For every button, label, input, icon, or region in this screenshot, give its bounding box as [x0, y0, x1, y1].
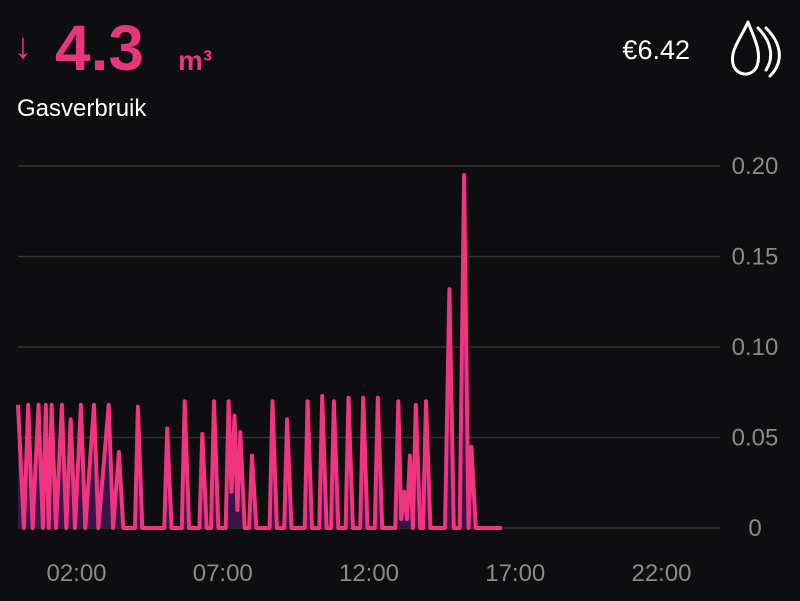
x-tick-label: 17:00 — [485, 560, 545, 587]
y-tick-label: 0.10 — [732, 334, 779, 361]
y-tick-label: 0.15 — [732, 244, 779, 271]
plot: 0 0.05 0.10 0.15 0.20 02:00 07:00 12:00 17:00 22:… — [16, 153, 779, 587]
y-tick-label: 0.05 — [732, 425, 779, 452]
label: Gasverbruik — [17, 95, 147, 122]
x-tick-label: 07:00 — [193, 560, 253, 587]
cost: €6.42 — [622, 35, 690, 65]
x-tick-label: 12:00 — [339, 560, 399, 587]
y-tick-label: 0 — [748, 515, 761, 542]
x-tick-label: 22:00 — [631, 560, 691, 587]
x-tick-label: 02:00 — [46, 560, 106, 587]
flame-icon — [730, 20, 781, 78]
trend-arrow: ↓ — [14, 25, 32, 66]
unit: m³ — [178, 45, 212, 76]
line — [16, 173, 503, 530]
amount: 4.3 — [55, 12, 144, 84]
y-tick-label: 0.20 — [732, 153, 779, 180]
